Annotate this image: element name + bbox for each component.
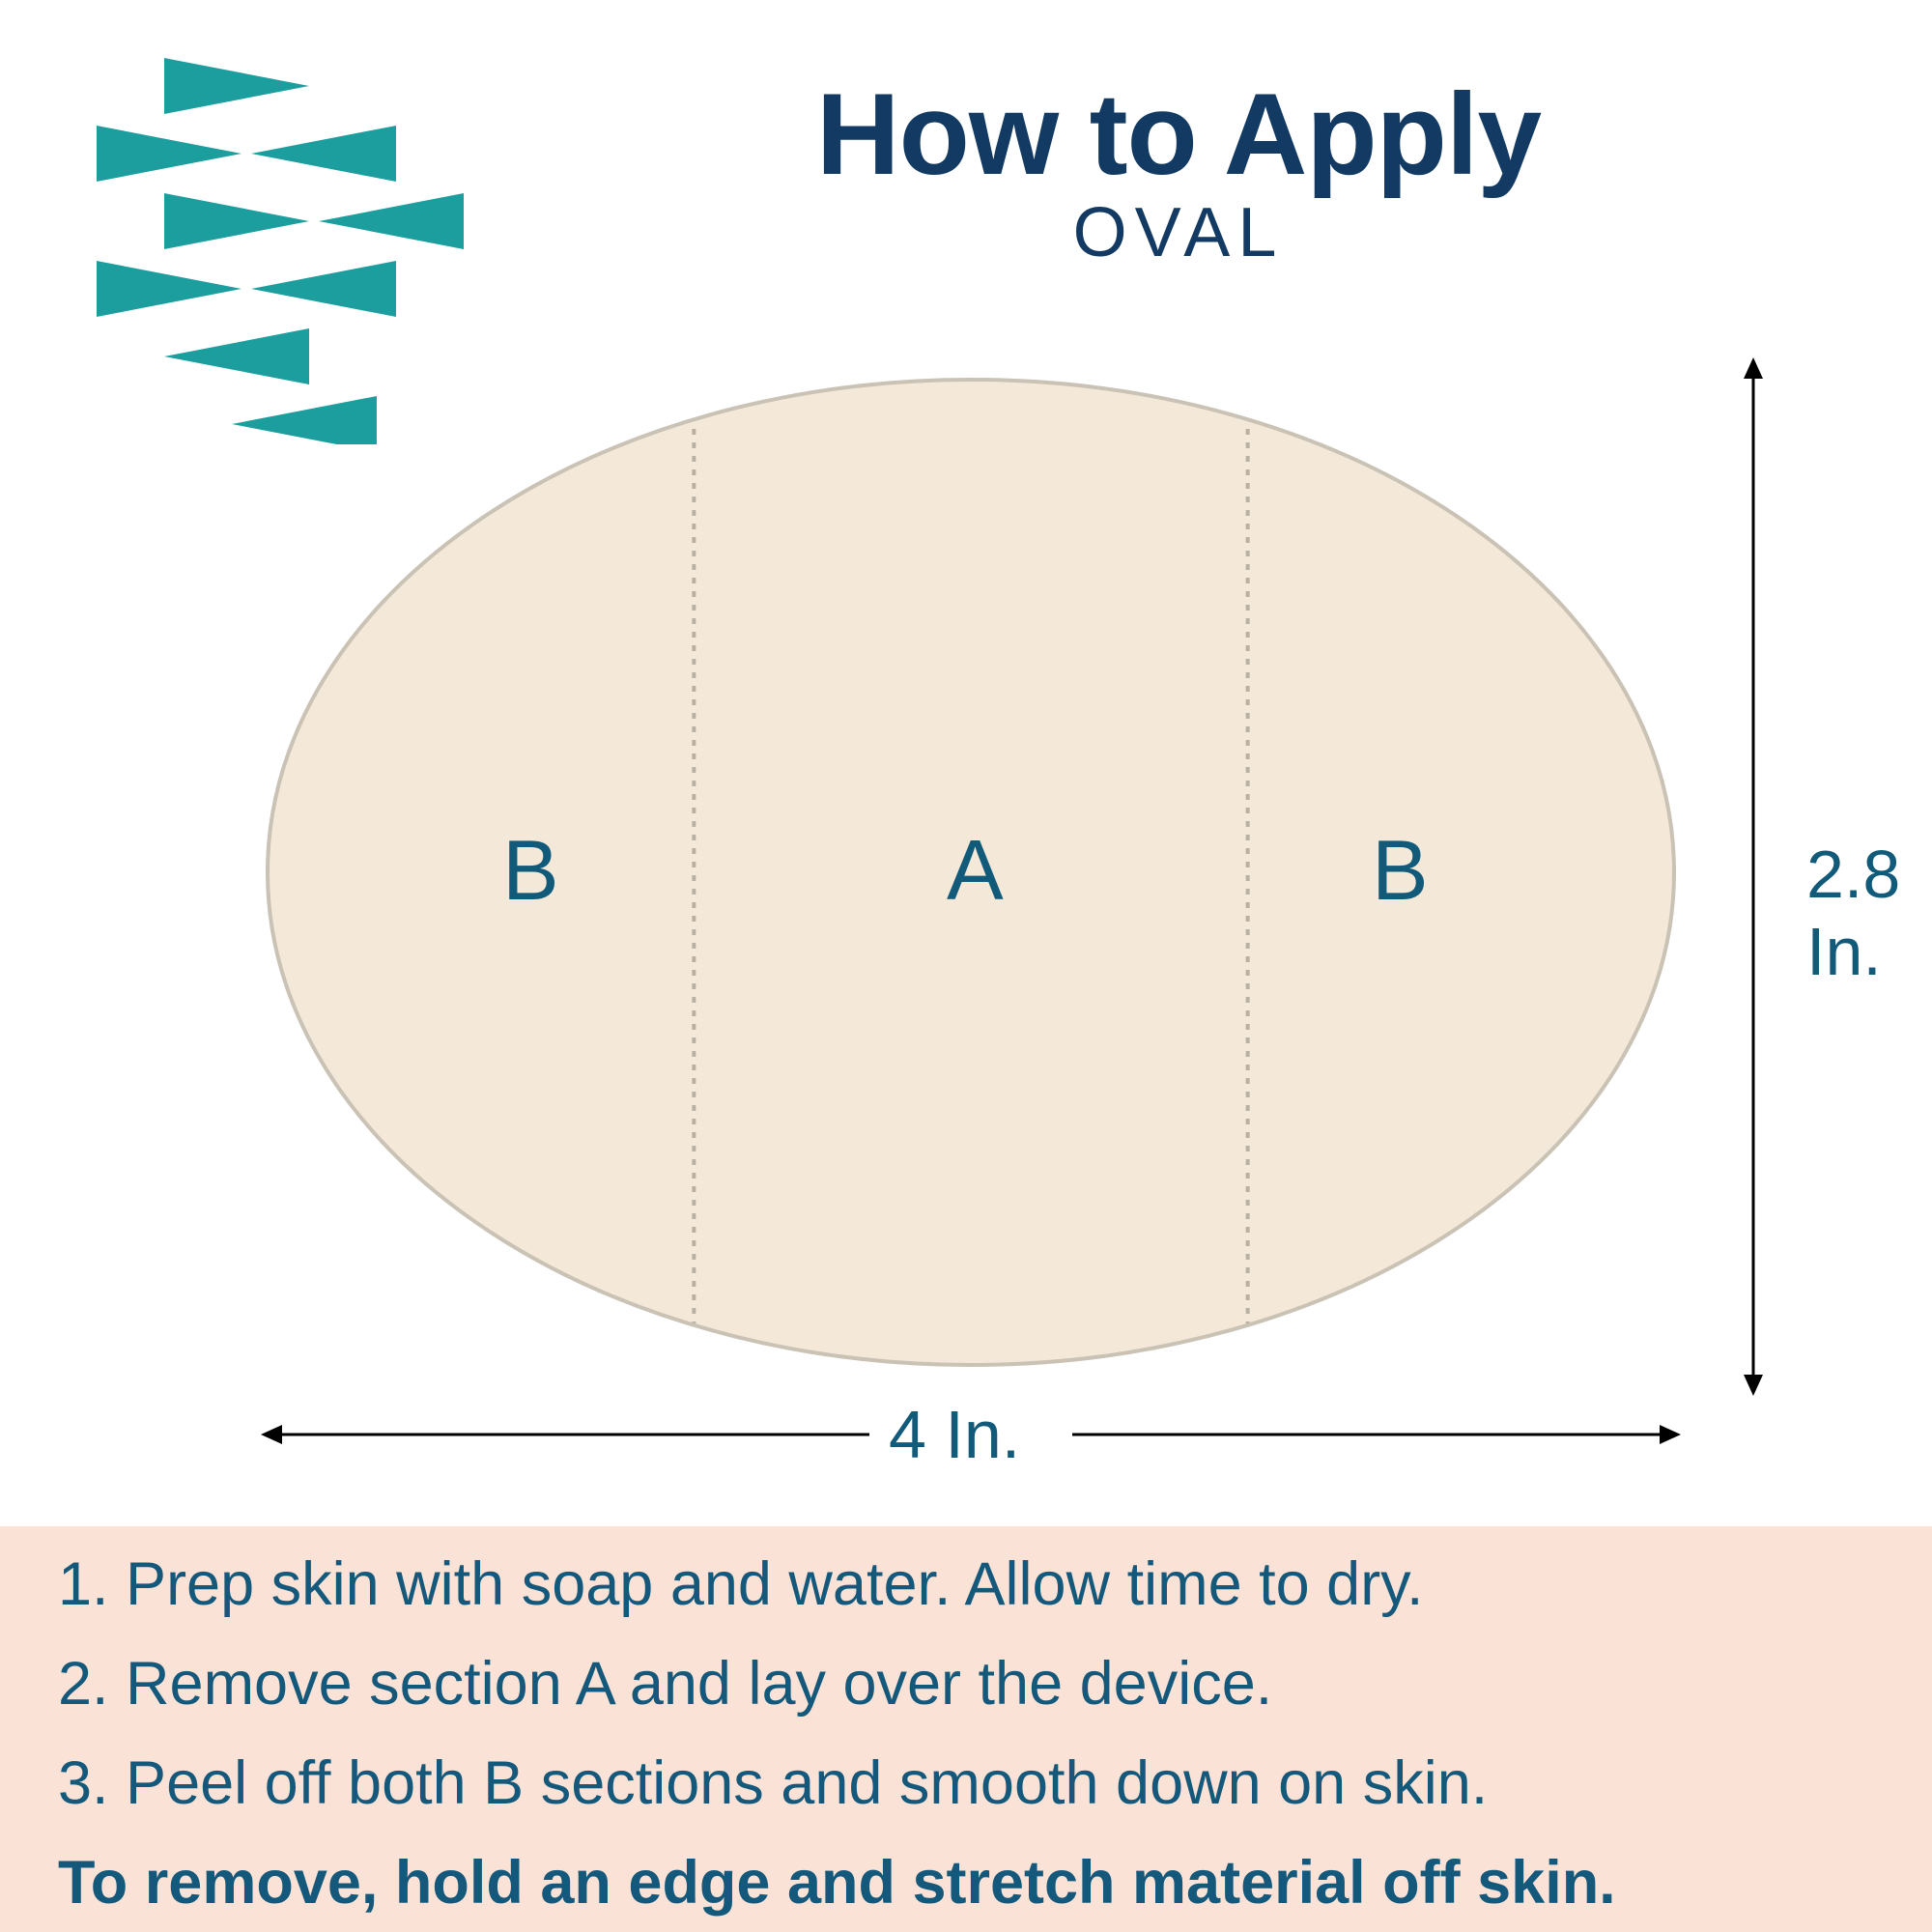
header-block: How to Apply OVAL xyxy=(551,68,1806,272)
height-dimension-arrow xyxy=(1734,357,1773,1396)
section-label-right: B xyxy=(1372,821,1429,920)
height-dimension-label: 2.8 In. xyxy=(1806,836,1900,990)
infographic-canvas: How to Apply OVAL B A B xyxy=(0,0,1932,1932)
page-title: How to Apply xyxy=(551,68,1806,201)
section-label-left: B xyxy=(502,821,559,920)
instruction-step-1: 1. Prep skin with soap and water. Allow … xyxy=(58,1544,1874,1626)
instruction-step-2: 2. Remove section A and lay over the dev… xyxy=(58,1643,1874,1725)
removal-instruction: To remove, hold an edge and stretch mate… xyxy=(58,1842,1874,1924)
oval-diagram: B A B 2.8 In. 4 In. xyxy=(232,357,1874,1497)
instructions-panel: 1. Prep skin with soap and water. Allow … xyxy=(0,1526,1932,1932)
page-subtitle: OVAL xyxy=(551,193,1806,272)
instruction-step-3: 3. Peel off both B sections and smooth d… xyxy=(58,1743,1874,1825)
width-dimension-label: 4 In. xyxy=(889,1396,1020,1473)
section-label-center: A xyxy=(947,821,1004,920)
